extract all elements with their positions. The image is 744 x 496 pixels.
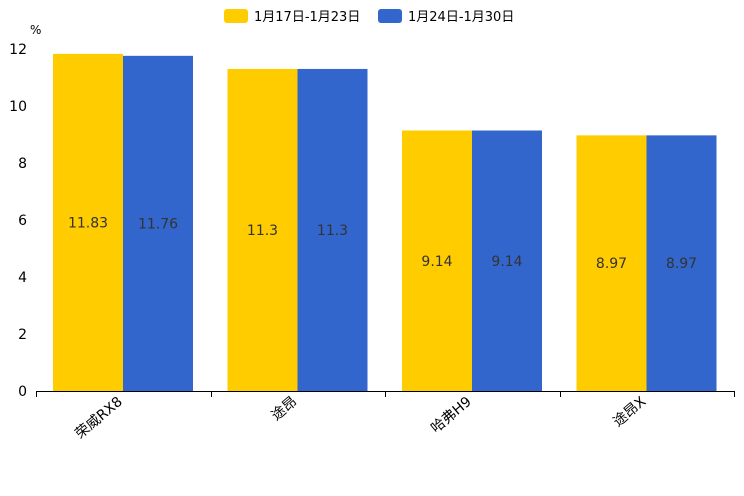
data-label-0-series-1: 11.76 (138, 216, 178, 232)
legend-swatch-week1 (224, 9, 248, 23)
data-label-3-series-0: 8.97 (596, 256, 627, 272)
y-axis-ticks: 0 2 4 6 8 10 12 (9, 42, 27, 400)
bar-0-series-1 (123, 55, 193, 392)
bar-2-series-0 (402, 130, 472, 391)
x-tick-label-2: 哈弗H9 (428, 394, 475, 437)
y-tick-label-10: 10 (9, 99, 27, 115)
legend-swatch-week2 (378, 9, 402, 23)
bars (53, 53, 717, 392)
y-tick-label-8: 8 (18, 156, 27, 172)
data-labels: 11.83 11.76 11.3 11.3 9.14 9.14 8.97 8.97 (68, 215, 697, 272)
y-axis-unit-label: % (30, 23, 41, 37)
y-tick-label-2: 2 (18, 327, 27, 343)
data-label-2-series-0: 9.14 (421, 254, 452, 270)
data-label-1-series-1: 11.3 (317, 223, 348, 239)
y-tick-label-6: 6 (18, 213, 27, 229)
x-axis-ticks: 荣威RX8 途昂 哈弗H9 途昂X (72, 393, 649, 442)
y-tick-label-12: 12 (9, 42, 27, 58)
bar-0-series-0 (53, 53, 123, 391)
legend: 1月17日-1月23日 1月24日-1月30日 (224, 9, 514, 25)
bar-1-series-0 (227, 68, 298, 391)
legend-label-week1: 1月17日-1月23日 (254, 10, 360, 25)
bar-3-series-0 (576, 135, 647, 391)
legend-label-week2: 1月24日-1月30日 (408, 10, 514, 25)
x-tick-label-3: 途昂X (610, 393, 650, 430)
bar-3-series-1 (646, 135, 717, 391)
data-label-3-series-1: 8.97 (666, 256, 697, 272)
data-label-0-series-0: 11.83 (68, 215, 108, 231)
x-axis (36, 391, 735, 397)
y-tick-label-0: 0 (18, 384, 27, 400)
x-tick-label-1: 途昂 (268, 393, 300, 424)
data-label-2-series-1: 9.14 (491, 254, 522, 270)
data-label-1-series-0: 11.3 (247, 223, 278, 239)
x-tick-label-0: 荣威RX8 (72, 394, 125, 442)
bar-1-series-1 (297, 68, 368, 391)
y-tick-label-4: 4 (18, 270, 27, 286)
bar-2-series-1 (472, 130, 542, 391)
